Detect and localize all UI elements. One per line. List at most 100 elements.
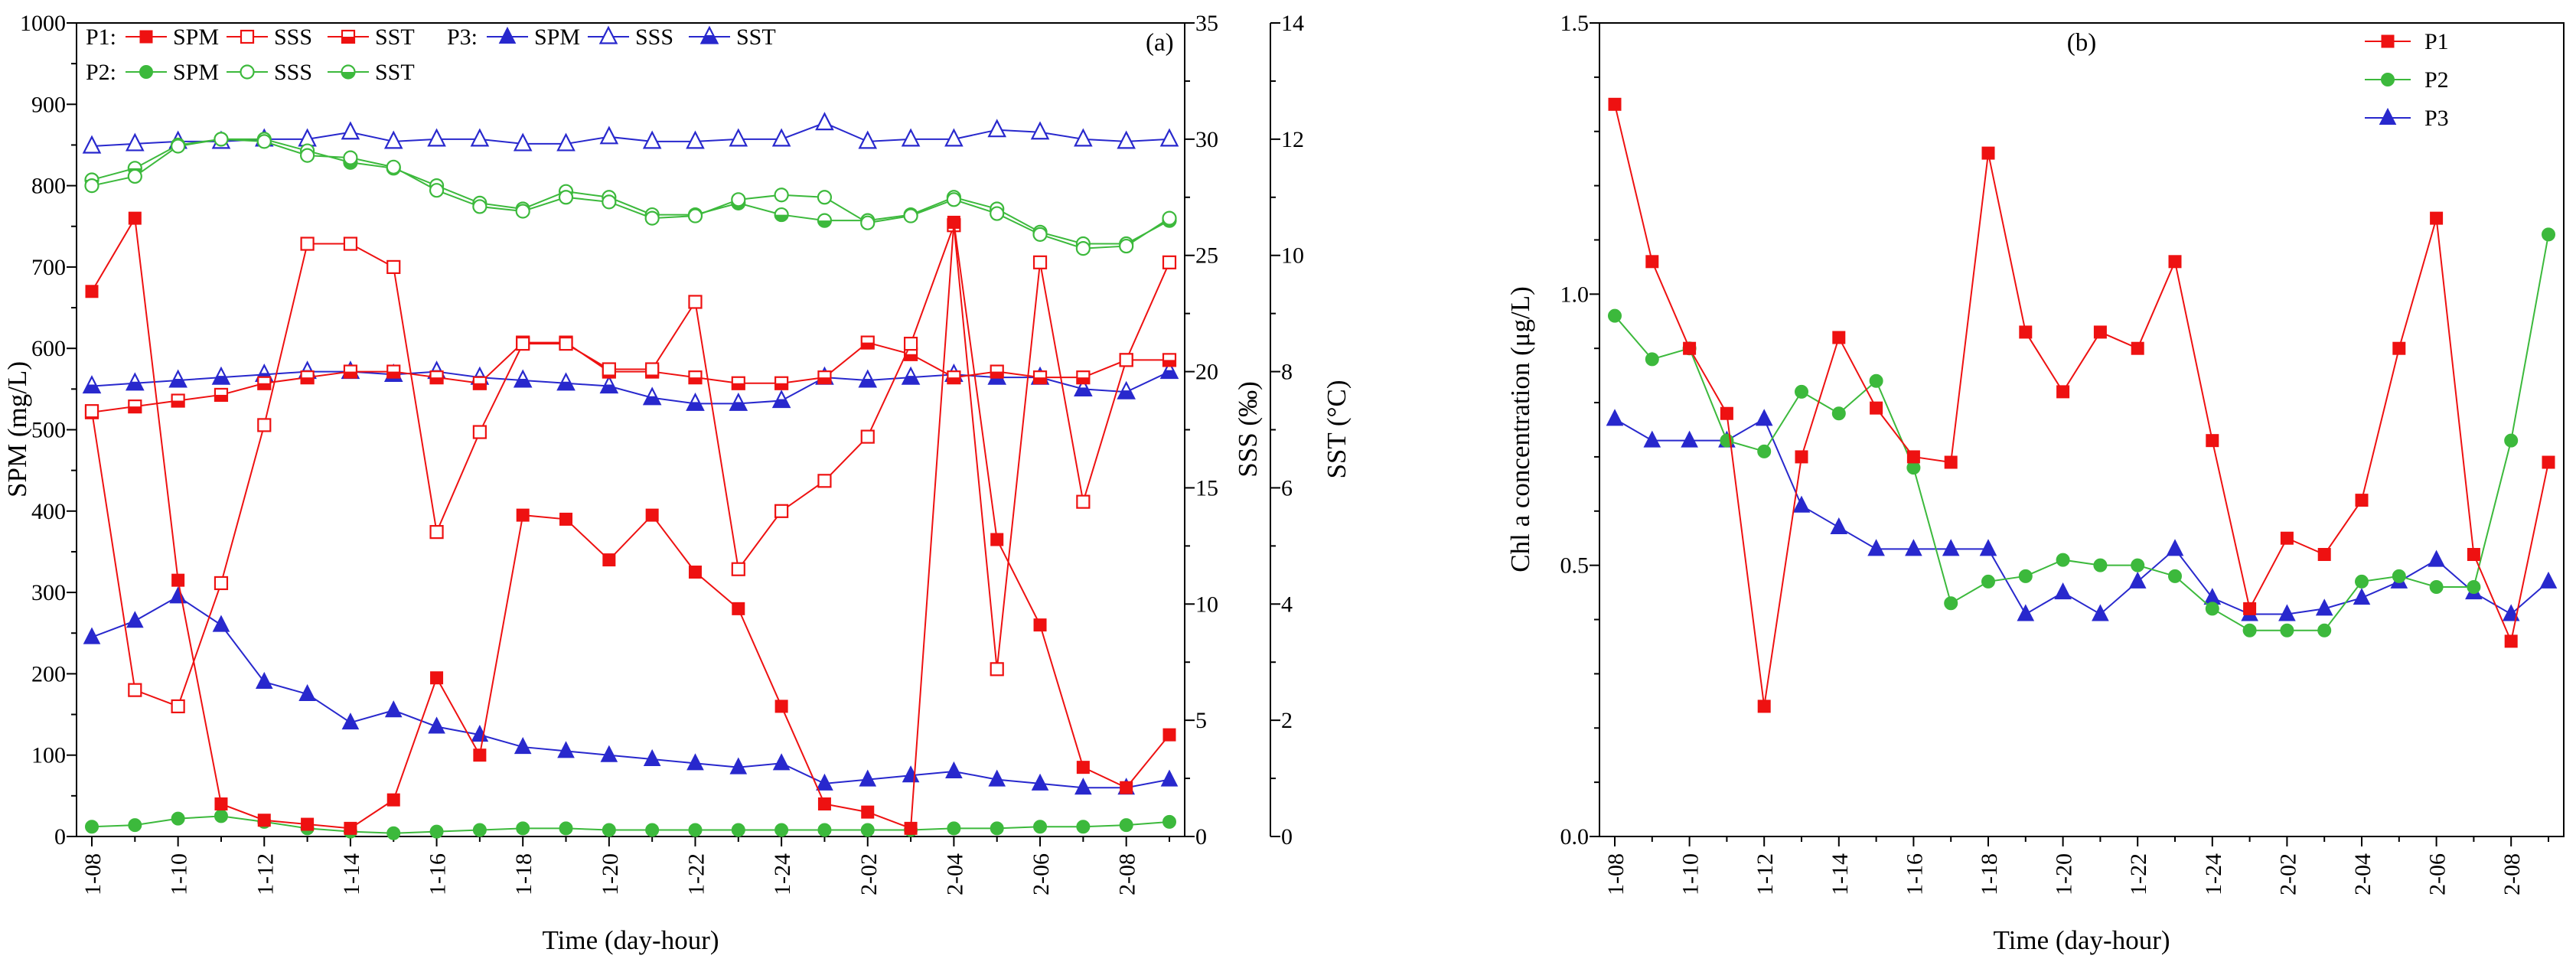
legend-item-label: SPM bbox=[534, 24, 580, 50]
svg-text:2-08: 2-08 bbox=[2499, 853, 2525, 895]
svg-text:2-02: 2-02 bbox=[2275, 853, 2300, 895]
svg-text:1-18: 1-18 bbox=[511, 853, 536, 895]
svg-text:10: 10 bbox=[1281, 243, 1304, 269]
svg-text:1-24: 1-24 bbox=[770, 853, 795, 895]
svg-text:20: 20 bbox=[1195, 360, 1218, 385]
svg-text:0.5: 0.5 bbox=[1560, 553, 1590, 579]
svg-text:1-14: 1-14 bbox=[1828, 853, 1853, 895]
y-axis-title-sss: SSS (‰) bbox=[1233, 381, 1263, 477]
svg-text:2-06: 2-06 bbox=[2425, 853, 2450, 895]
svg-text:1.5: 1.5 bbox=[1560, 11, 1590, 36]
svg-text:1-14: 1-14 bbox=[339, 853, 364, 895]
legend-panel-b: P1 P2 P3 bbox=[2365, 29, 2449, 131]
svg-text:500: 500 bbox=[31, 418, 66, 443]
y-axis-title-chl: Chl a concentration (μg/L) bbox=[1505, 286, 1535, 572]
y-axis-sst: 0 2 4 6 8 10 12 14 bbox=[1270, 11, 1304, 849]
svg-text:30: 30 bbox=[1195, 127, 1218, 152]
legend-item-label: SPM bbox=[173, 24, 219, 50]
svg-text:2-04: 2-04 bbox=[942, 853, 967, 895]
legend-item-label: SST bbox=[375, 60, 415, 85]
series-p3-sss bbox=[82, 112, 1179, 154]
svg-text:1.0: 1.0 bbox=[1560, 282, 1590, 307]
svg-text:8: 8 bbox=[1281, 360, 1293, 385]
svg-text:0: 0 bbox=[1195, 824, 1207, 849]
series-p3-chl bbox=[1606, 409, 2558, 621]
series-p1-chl bbox=[1608, 97, 2555, 713]
svg-text:2-08: 2-08 bbox=[1115, 853, 1140, 895]
svg-text:1-10: 1-10 bbox=[167, 853, 192, 895]
svg-text:1-16: 1-16 bbox=[1902, 853, 1927, 895]
legend-item-label: SSS bbox=[635, 24, 673, 50]
series-p3-spm bbox=[83, 586, 1179, 795]
y-axis-title-sst: SST (°C) bbox=[1322, 380, 1352, 478]
panel-b-chart: 0.0 0.5 1.0 1.5 1-08 1-10 1-12 1-14 1-16 1-18 1-20… bbox=[1370, 0, 2576, 962]
svg-text:100: 100 bbox=[31, 743, 66, 768]
panel-a-chart: 0100200300400500600700800900100005101520… bbox=[2, 11, 1352, 955]
legend-item-label: P2 bbox=[2424, 67, 2449, 93]
series-p1-sss bbox=[84, 218, 1177, 714]
svg-text:35: 35 bbox=[1195, 11, 1218, 36]
svg-text:900: 900 bbox=[31, 92, 66, 117]
svg-text:10: 10 bbox=[1195, 592, 1218, 617]
svg-text:12: 12 bbox=[1281, 127, 1304, 152]
y-axis-title-spm: SPM (mg/L) bbox=[2, 361, 32, 497]
legend-item-label: SST bbox=[375, 24, 415, 50]
legend-item-label: P1 bbox=[2424, 29, 2449, 54]
svg-text:1-20: 1-20 bbox=[2052, 853, 2077, 895]
panel-a-tag: (a) bbox=[1146, 29, 1174, 57]
y-axis-sss: 0 5 10 15 20 25 30 35 bbox=[1185, 11, 1218, 849]
svg-text:1-22: 1-22 bbox=[2126, 853, 2151, 895]
x-axis: 1-08 1-10 1-12 1-14 1-16 1-18 1-20 1-22 1-24 2-02… bbox=[1603, 836, 2549, 895]
svg-text:2-04: 2-04 bbox=[2350, 853, 2375, 895]
legend-item-label: SSS bbox=[274, 60, 312, 85]
series-p2-sst bbox=[84, 132, 1177, 252]
svg-text:0: 0 bbox=[1281, 824, 1293, 849]
legend-item-label: SSS bbox=[274, 24, 312, 50]
plot-frame bbox=[76, 22, 1185, 837]
y-axis-spm: 0 100 200 300 400 500 600 700 800 900 1000 bbox=[20, 11, 77, 849]
panel-b-tag: (b) bbox=[2067, 29, 2096, 57]
svg-text:1-22: 1-22 bbox=[683, 853, 709, 895]
svg-text:2-02: 2-02 bbox=[856, 853, 882, 895]
svg-text:1-08: 1-08 bbox=[80, 853, 106, 895]
svg-text:2-06: 2-06 bbox=[1029, 853, 1054, 895]
series-p2-sss bbox=[84, 132, 1177, 256]
svg-text:1-12: 1-12 bbox=[1753, 853, 1778, 895]
svg-text:700: 700 bbox=[31, 255, 66, 280]
svg-text:800: 800 bbox=[31, 174, 66, 199]
svg-text:1-18: 1-18 bbox=[1977, 853, 2002, 895]
svg-text:15: 15 bbox=[1195, 475, 1218, 501]
x-axis-title: Time (day-hour) bbox=[1993, 925, 2170, 955]
x-axis-title: Time (day-hour) bbox=[542, 925, 719, 955]
svg-text:2: 2 bbox=[1281, 708, 1293, 733]
svg-text:6: 6 bbox=[1281, 475, 1293, 501]
svg-text:300: 300 bbox=[31, 580, 66, 605]
svg-text:1000: 1000 bbox=[20, 11, 66, 36]
svg-text:600: 600 bbox=[31, 336, 66, 361]
svg-text:14: 14 bbox=[1281, 11, 1304, 36]
svg-text:5: 5 bbox=[1195, 708, 1207, 733]
legend-station-label: P1: bbox=[86, 24, 116, 50]
legend-station-label: P3: bbox=[447, 24, 478, 50]
svg-text:1-24: 1-24 bbox=[2201, 853, 2226, 895]
svg-text:4: 4 bbox=[1281, 592, 1293, 617]
svg-text:1-16: 1-16 bbox=[426, 853, 451, 895]
series-p2-chl bbox=[1608, 227, 2555, 638]
svg-text:1-10: 1-10 bbox=[1678, 853, 1704, 895]
svg-text:1-12: 1-12 bbox=[253, 853, 278, 895]
legend-item-label: SST bbox=[736, 24, 776, 50]
svg-text:25: 25 bbox=[1195, 243, 1218, 269]
svg-text:0.0: 0.0 bbox=[1560, 824, 1590, 849]
legend-station-label: P2: bbox=[86, 60, 116, 85]
svg-text:1-08: 1-08 bbox=[1603, 853, 1629, 895]
y-axis-chl: 0.0 0.5 1.0 1.5 bbox=[1560, 11, 1599, 849]
svg-text:200: 200 bbox=[31, 661, 66, 686]
svg-text:1-20: 1-20 bbox=[598, 853, 623, 895]
svg-text:400: 400 bbox=[31, 499, 66, 524]
series-p1-spm bbox=[85, 211, 1176, 835]
svg-text:0: 0 bbox=[54, 824, 66, 849]
legend-panel-a: P1: SPM SSS SST P2: SPM SSS SST P3: SPM SSS SST bbox=[86, 24, 776, 85]
legend-item-label: SPM bbox=[173, 60, 219, 85]
plot-frame bbox=[1599, 22, 2565, 837]
